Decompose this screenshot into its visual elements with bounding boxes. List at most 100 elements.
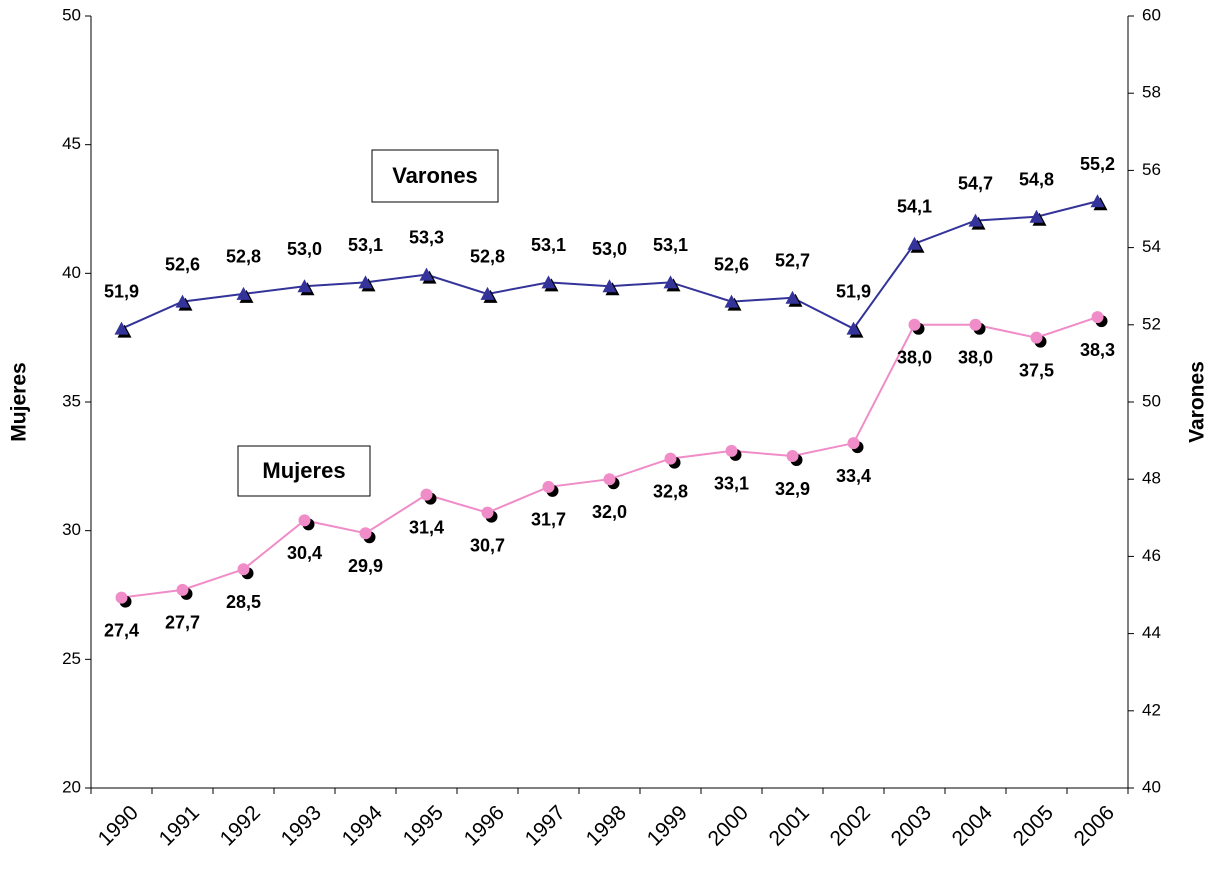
value-label: 37,5 [1019, 360, 1054, 380]
y2-axis-label: Varones [1186, 361, 1209, 443]
y-tick-label: 45 [62, 134, 81, 153]
marker [847, 437, 860, 450]
marker [420, 488, 433, 501]
value-label: 53,3 [409, 227, 444, 247]
marker [786, 450, 799, 463]
y-tick-label: 40 [62, 263, 81, 282]
value-label: 53,0 [592, 239, 627, 259]
marker [480, 286, 495, 300]
value-label: 51,9 [104, 281, 139, 301]
y2-tick-label: 44 [1142, 623, 1161, 642]
x-tick-label: 2002 [826, 801, 875, 850]
x-tick-label: 1990 [94, 801, 143, 850]
value-label: 32,9 [775, 479, 810, 499]
y-tick-label: 50 [62, 5, 81, 24]
value-label: 38,0 [897, 348, 932, 368]
value-label: 33,1 [714, 474, 749, 494]
x-tick-label: 1997 [521, 801, 570, 850]
y-tick-label: 20 [62, 777, 81, 796]
y2-tick-label: 50 [1142, 391, 1161, 410]
y2-tick-label: 58 [1142, 83, 1161, 102]
marker [481, 506, 494, 519]
x-tick-label: 1994 [338, 801, 388, 851]
value-label: 27,7 [165, 613, 200, 633]
value-label: 31,7 [531, 510, 566, 530]
value-label: 38,3 [1080, 340, 1115, 360]
value-label: 53,0 [287, 239, 322, 259]
value-label: 52,6 [165, 254, 200, 274]
value-label: 30,4 [287, 543, 322, 563]
y2-tick-label: 40 [1142, 777, 1161, 796]
marker [359, 527, 372, 540]
marker [297, 279, 312, 293]
value-label: 31,4 [409, 517, 444, 537]
y-tick-label: 35 [62, 391, 81, 410]
y2-tick-label: 60 [1142, 5, 1161, 24]
x-tick-label: 2006 [1070, 801, 1119, 850]
value-label: 32,0 [592, 502, 627, 522]
marker [664, 452, 677, 465]
x-tick-label: 1992 [216, 801, 265, 850]
marker [419, 267, 434, 281]
value-label: 29,9 [348, 556, 383, 576]
marker [358, 275, 373, 289]
annotation-box [371, 149, 499, 203]
x-tick-label: 1993 [277, 801, 326, 850]
x-tick-label: 1991 [155, 801, 204, 850]
marker [1091, 311, 1104, 324]
value-label: 53,1 [653, 235, 688, 255]
value-label: 53,1 [531, 235, 566, 255]
annotation-box [237, 445, 371, 497]
annotation: Mujeres [262, 458, 345, 483]
value-label: 52,6 [714, 254, 749, 274]
x-tick-label: 2003 [887, 801, 936, 850]
marker [908, 318, 921, 331]
x-tick-label: 1998 [582, 801, 631, 850]
x-tick-label: 1999 [643, 801, 692, 850]
marker [541, 275, 556, 289]
marker [724, 294, 739, 308]
y2-tick-label: 52 [1142, 314, 1161, 333]
x-tick-label: 1996 [460, 801, 509, 850]
value-label: 33,4 [836, 466, 871, 486]
marker [603, 473, 616, 486]
marker [176, 583, 189, 596]
marker [237, 563, 250, 576]
marker [542, 480, 555, 493]
value-label: 30,7 [470, 535, 505, 555]
y-axis-label: Mujeres [8, 362, 31, 441]
y2-tick-label: 56 [1142, 160, 1161, 179]
y2-tick-label: 46 [1142, 546, 1161, 565]
marker [969, 318, 982, 331]
marker [846, 321, 861, 335]
value-label: 52,8 [470, 247, 505, 267]
marker [298, 514, 311, 527]
y2-tick-label: 42 [1142, 700, 1161, 719]
value-label: 54,7 [958, 173, 993, 193]
value-label: 53,1 [348, 235, 383, 255]
marker [236, 286, 251, 300]
series-line [121, 200, 1098, 330]
x-tick-label: 2005 [1009, 801, 1058, 850]
marker [602, 279, 617, 293]
marker [785, 290, 800, 304]
value-label: 38,0 [958, 348, 993, 368]
x-tick-label: 2004 [948, 801, 998, 851]
marker [1030, 331, 1043, 344]
marker [1090, 194, 1105, 208]
value-label: 52,8 [226, 247, 261, 267]
marker [725, 444, 738, 457]
value-label: 28,5 [226, 592, 261, 612]
marker [114, 321, 129, 335]
y2-tick-label: 54 [1142, 237, 1161, 256]
value-label: 27,4 [104, 620, 139, 640]
marker [175, 294, 190, 308]
value-label: 55,2 [1080, 154, 1115, 174]
y2-tick-label: 48 [1142, 469, 1161, 488]
marker [115, 591, 128, 604]
annotation: Varones [392, 163, 478, 188]
x-tick-label: 2001 [765, 801, 814, 850]
value-label: 52,7 [775, 251, 810, 271]
value-label: 51,9 [836, 281, 871, 301]
